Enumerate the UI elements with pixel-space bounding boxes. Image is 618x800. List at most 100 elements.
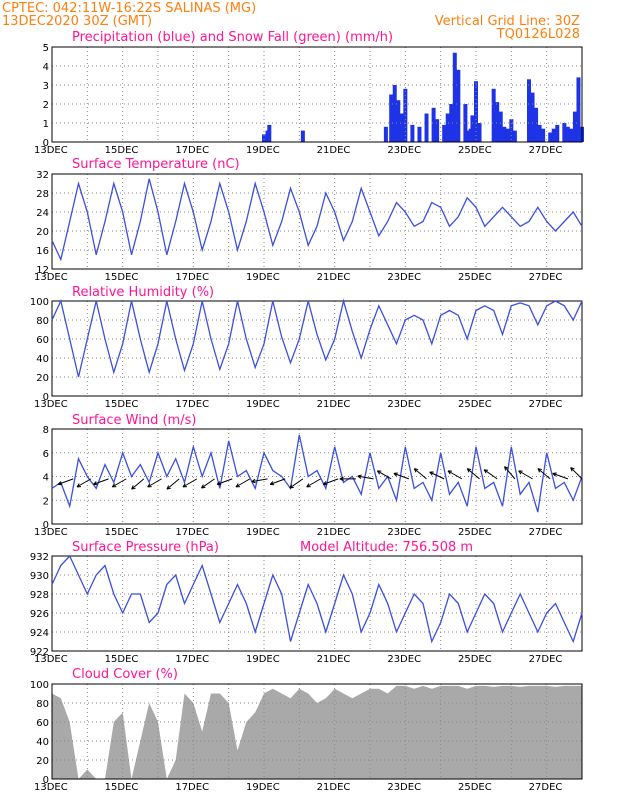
y-tick-label: 922 (30, 647, 49, 658)
wind-arrow-head (570, 467, 575, 472)
precip-bar (389, 94, 394, 142)
wind-arrow-head (235, 483, 241, 488)
x-tick-label: 27DEC (529, 272, 563, 283)
wind-arrow-head (251, 478, 256, 484)
precip-bar (442, 124, 447, 142)
x-tick-label: 19DEC (246, 527, 280, 538)
y-tick-label: 80 (36, 699, 49, 710)
wind-arrow (289, 478, 304, 489)
panel-frame (51, 555, 583, 652)
y-tick-label: 60 (36, 335, 49, 346)
y-tick-label: 12 (36, 265, 49, 276)
wind-arrow-head (76, 483, 82, 488)
precip-bar (512, 130, 517, 142)
precip-bar (551, 128, 556, 142)
wind-arrow-head (111, 483, 117, 488)
x-tick-label: 19DEC (246, 272, 280, 283)
precip-bar (562, 123, 567, 142)
y-tick-label: 0 (43, 392, 49, 403)
x-tick-label: 25DEC (458, 782, 492, 793)
wind-arrow (235, 478, 251, 488)
x-tick-label: 23DEC (387, 654, 421, 665)
wind-arrow-head (429, 471, 434, 476)
x-tick-label: 21DEC (317, 145, 351, 156)
press-line (51, 554, 583, 644)
precip-bar (410, 124, 415, 142)
panel-frame (51, 46, 583, 143)
precip-bar (505, 128, 510, 142)
x-tick-label: 13DEC (34, 145, 68, 156)
y-tick-label: 4 (43, 62, 49, 73)
x-tick-label: 27DEC (529, 527, 563, 538)
y-tick-label: 4 (43, 473, 49, 484)
x-tick-label: 25DEC (458, 654, 492, 665)
precip-title: Precipitation (blue) and Snow Fall (gree… (72, 30, 393, 45)
wind-title: Surface Wind (m/s) (72, 413, 196, 428)
x-tick-label: 27DEC (529, 145, 563, 156)
x-tick-label: 21DEC (317, 399, 351, 410)
precip-bar (502, 126, 507, 142)
y-tick-label: 20 (36, 756, 49, 767)
y-tick-label: 100 (30, 680, 49, 691)
x-tick-label: 17DEC (175, 145, 209, 156)
wind-arrow-head (357, 474, 362, 479)
x-tick-label: 15DEC (105, 272, 139, 283)
wind-arrow (570, 467, 583, 480)
y-tick-label: 0 (43, 775, 49, 786)
panel-frame (51, 300, 583, 397)
x-tick-label: 15DEC (105, 654, 139, 665)
x-tick-label: 23DEC (387, 145, 421, 156)
x-tick-label: 23DEC (387, 272, 421, 283)
rh-title: Relative Humidity (%) (72, 285, 214, 300)
wind-arrow-head (537, 468, 542, 473)
x-tick-label: 23DEC (387, 399, 421, 410)
wind-arrow (466, 468, 480, 480)
precip-bar (396, 100, 401, 142)
wind-arrow-head (447, 470, 453, 475)
y-tick-label: 20 (36, 227, 49, 238)
wind-arrow (269, 478, 286, 485)
precip-bar (262, 134, 266, 142)
wind-arrow (112, 478, 127, 488)
x-tick-label: 19DEC (246, 654, 280, 665)
x-tick-label: 25DEC (458, 272, 492, 283)
y-tick-label: 2 (43, 496, 49, 507)
x-tick-label: 17DEC (175, 272, 209, 283)
y-tick-label: 924 (30, 628, 49, 639)
precip-bar (392, 85, 397, 142)
y-tick-label: 32 (36, 170, 49, 181)
x-tick-label: 15DEC (105, 527, 139, 538)
press-altitude: Model Altitude: 756.508 m (300, 540, 473, 555)
wind-arrow-head (269, 481, 275, 486)
press-title: Surface Pressure (hPa) (72, 540, 219, 555)
y-tick-label: 930 (30, 571, 49, 582)
precip-bar (498, 111, 503, 142)
precip-bar (534, 107, 539, 142)
x-tick-label: 13DEC (34, 782, 68, 793)
precip-bar (435, 119, 440, 142)
precip-bar (495, 102, 500, 142)
wind-arrow-head (93, 481, 98, 486)
wind-arrow (504, 466, 516, 480)
precip-bar (555, 124, 560, 142)
wind-arrow (357, 475, 374, 480)
wind-arrow (166, 478, 180, 490)
y-tick-label: 60 (36, 718, 49, 729)
x-tick-label: 19DEC (246, 782, 280, 793)
precip-bar (399, 113, 404, 142)
precip-bar (417, 126, 422, 142)
precip-bar (470, 115, 475, 142)
wind-arrow (413, 468, 427, 480)
wind-arrow (377, 470, 392, 480)
precip-bar (424, 113, 429, 142)
header-grid-line: Vertical Grid Line: 30Z (435, 14, 580, 29)
x-tick-label: 13DEC (34, 272, 68, 283)
rh-line (51, 298, 583, 378)
wind-arrow-head (200, 484, 206, 489)
x-tick-label: 23DEC (387, 782, 421, 793)
precip-bar (300, 130, 305, 142)
wind-arrow-head (289, 484, 294, 489)
x-tick-label: 15DEC (105, 782, 139, 793)
panel-frame (51, 683, 583, 780)
y-tick-label: 926 (30, 609, 49, 620)
